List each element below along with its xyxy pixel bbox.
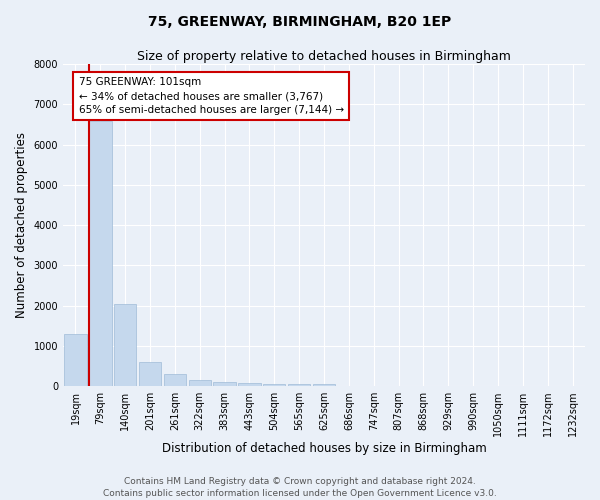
X-axis label: Distribution of detached houses by size in Birmingham: Distribution of detached houses by size … [161, 442, 487, 455]
Bar [238, 384, 260, 386]
Bar [263, 384, 286, 386]
Bar [64, 334, 86, 386]
Bar [114, 304, 136, 386]
Bar [164, 374, 186, 386]
Bar [188, 380, 211, 386]
Title: Size of property relative to detached houses in Birmingham: Size of property relative to detached ho… [137, 50, 511, 63]
Text: Contains HM Land Registry data © Crown copyright and database right 2024.
Contai: Contains HM Land Registry data © Crown c… [103, 476, 497, 498]
Bar [214, 382, 236, 386]
Text: 75, GREENWAY, BIRMINGHAM, B20 1EP: 75, GREENWAY, BIRMINGHAM, B20 1EP [148, 15, 452, 29]
Bar [288, 384, 310, 386]
Bar [89, 120, 112, 386]
Y-axis label: Number of detached properties: Number of detached properties [15, 132, 28, 318]
Text: 75 GREENWAY: 101sqm
← 34% of detached houses are smaller (3,767)
65% of semi-det: 75 GREENWAY: 101sqm ← 34% of detached ho… [79, 77, 344, 115]
Bar [139, 362, 161, 386]
Bar [313, 384, 335, 386]
